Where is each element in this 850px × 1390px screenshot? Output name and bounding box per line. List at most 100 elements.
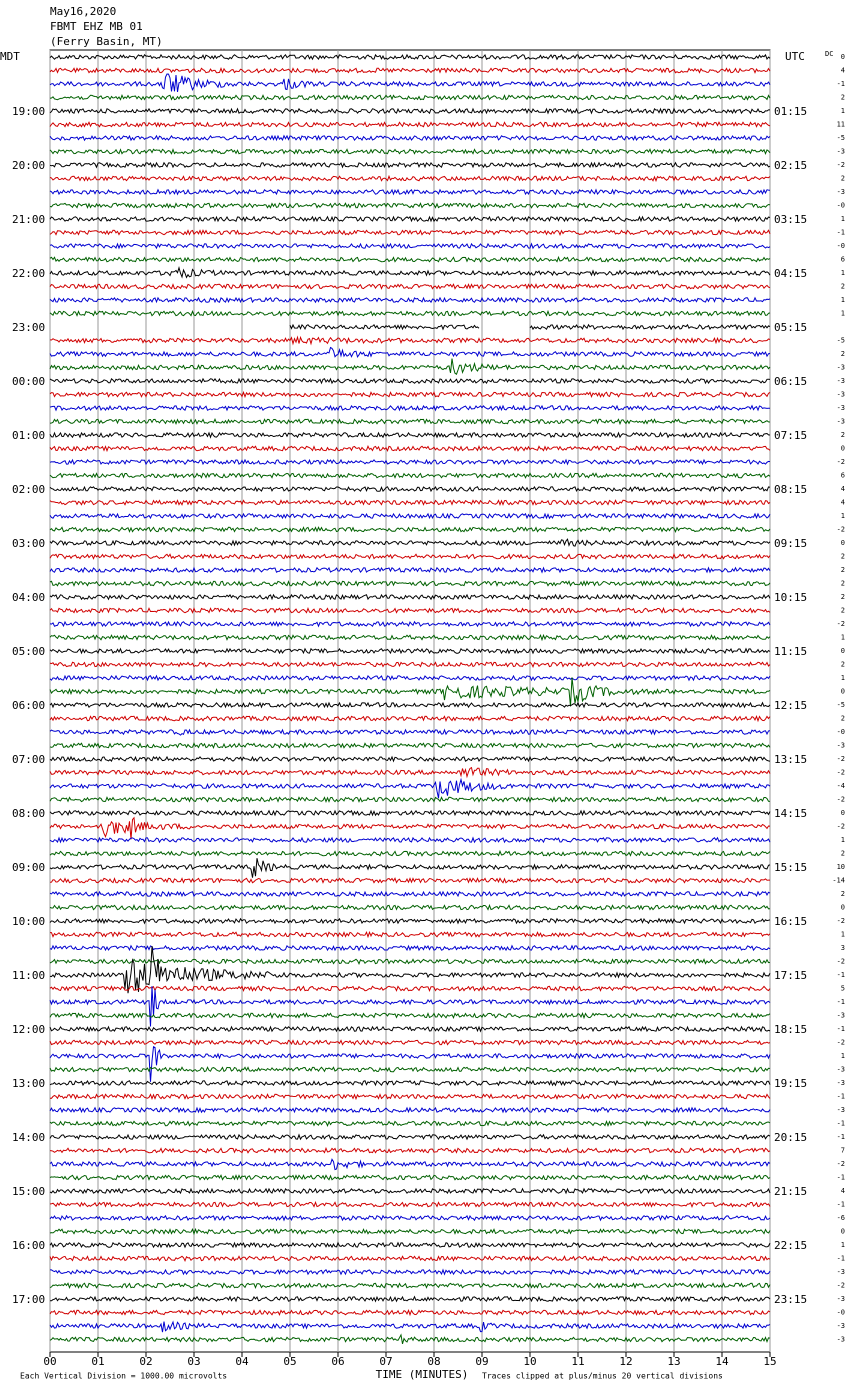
right-time-label: 06:15 [774, 375, 807, 388]
trace [49, 188, 771, 196]
right-time-label: 20:15 [774, 1131, 807, 1144]
dc-offset: -2 [837, 1160, 845, 1168]
trace [49, 346, 771, 359]
left-time-label: 22:00 [12, 267, 45, 280]
dc-offset: -2 [837, 755, 845, 763]
trace [49, 377, 771, 385]
x-tick-label: 09 [475, 1355, 488, 1368]
dc-offset: 0 [841, 647, 845, 655]
dc-offset: -3 [837, 1066, 845, 1074]
dc-offset: -3 [837, 742, 845, 750]
dc-offset: -2 [837, 796, 845, 804]
right-time-label: 22:15 [774, 1239, 807, 1252]
trace [49, 148, 771, 155]
x-tick-label: 06 [331, 1355, 344, 1368]
trace [49, 255, 771, 263]
dc-offset: 1 [841, 512, 845, 520]
trace [49, 1039, 771, 1046]
dc-offset: 6 [841, 472, 845, 480]
right-time-label: 03:15 [774, 213, 807, 226]
dc-offset: 2 [841, 580, 845, 588]
right-time-label: 14:15 [774, 807, 807, 820]
trace [50, 930, 771, 939]
x-tick-label: 08 [427, 1355, 440, 1368]
dc-offset: 2 [841, 94, 845, 102]
left-time-label: 19:00 [12, 105, 45, 118]
dc-offset: 4 [841, 485, 845, 493]
left-time-label: 09:00 [12, 861, 45, 874]
trace [49, 946, 771, 994]
dc-offset: -2 [837, 823, 845, 831]
trace [49, 229, 771, 237]
dc-offset: 2 [841, 283, 845, 291]
trace [49, 986, 771, 1027]
x-tick-label: 00 [43, 1355, 56, 1368]
dc-offset: 3 [841, 944, 845, 952]
dc-offset: -3 [837, 404, 845, 412]
trace [49, 1241, 771, 1249]
trace [49, 215, 771, 223]
dc-offset: -3 [837, 148, 845, 156]
trace [49, 121, 771, 128]
trace [49, 499, 771, 507]
trace [49, 53, 771, 61]
trace [49, 606, 771, 614]
header-location: (Ferry Basin, MT) [50, 35, 163, 48]
x-tick-label: 04 [235, 1355, 249, 1368]
right-time-label: 04:15 [774, 267, 807, 280]
right-time-label: 08:15 [774, 483, 807, 496]
trace [49, 1012, 771, 1020]
dc-offset: 0 [841, 53, 845, 61]
trace [49, 766, 771, 779]
trace [49, 1133, 771, 1141]
trace [49, 1282, 771, 1289]
trace [49, 1079, 771, 1087]
trace [49, 958, 771, 965]
scale-note: Each Vertical Division = 1000.00 microvo… [20, 1372, 227, 1381]
left-time-label: 05:00 [12, 645, 45, 658]
dc-offset: 0 [841, 539, 845, 547]
dc-offset: -3 [837, 364, 845, 372]
dc-offset: -2 [837, 458, 845, 466]
x-tick-label: 13 [667, 1355, 680, 1368]
dc-offset: -1 [837, 1201, 845, 1209]
dc-offset: -1 [837, 1025, 845, 1033]
dc-offset: -3 [837, 188, 845, 196]
right-time-label: 05:15 [774, 321, 807, 334]
trace [49, 796, 771, 804]
dc-offset: 1 [841, 931, 845, 939]
trace [49, 296, 771, 304]
dc-offset: 2 [841, 661, 845, 669]
dc-offset: 1 [841, 674, 845, 682]
trace [289, 323, 480, 331]
dc-offset: 11 [837, 121, 845, 129]
trace [49, 66, 771, 74]
trace [49, 755, 771, 763]
x-tick-label: 12 [619, 1355, 632, 1368]
trace [49, 283, 771, 290]
trace [49, 1158, 771, 1171]
x-tick-label: 14 [715, 1355, 729, 1368]
dc-offset: -3 [837, 391, 845, 399]
trace [49, 701, 771, 709]
dc-offset: 4 [841, 67, 845, 75]
trace [49, 633, 771, 642]
dc-offset: -3 [837, 377, 845, 385]
dc-offset: 1 [841, 836, 845, 844]
dc-offset: 2 [841, 175, 845, 183]
left-time-label: 00:00 [12, 375, 45, 388]
trace [49, 728, 771, 736]
dc-offset: -14 [832, 877, 845, 885]
x-tick-label: 03 [187, 1355, 200, 1368]
trace [49, 335, 771, 346]
dc-offset: 2 [841, 715, 845, 723]
dc-offset: -2 [837, 620, 845, 628]
right-time-label: 18:15 [774, 1023, 807, 1036]
dc-offset: -5 [837, 337, 845, 345]
trace [49, 620, 771, 628]
trace [49, 858, 771, 878]
dc-offset: -1 [837, 1255, 845, 1263]
left-time-label: 14:00 [12, 1131, 45, 1144]
left-time-label: 08:00 [12, 807, 45, 820]
left-time-label: 20:00 [12, 159, 45, 172]
